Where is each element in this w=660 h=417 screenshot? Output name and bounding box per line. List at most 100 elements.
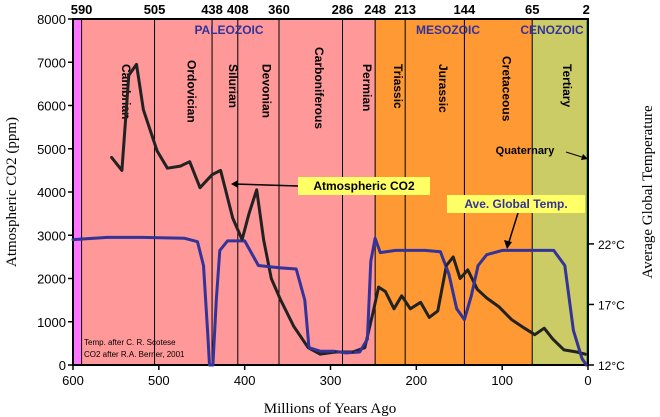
co2-point	[110, 156, 113, 159]
temp-point	[518, 249, 521, 252]
band-precambrian	[73, 19, 82, 365]
co2-point	[247, 212, 251, 215]
co2-label: Atmospheric CO2	[313, 179, 415, 193]
co2-point	[198, 186, 202, 189]
period-label-carboniferous: Carboniferous	[312, 47, 326, 129]
temp-point	[533, 249, 536, 252]
temp-point	[206, 333, 209, 336]
temp-point	[501, 249, 504, 252]
y2-tick-label: 17°C	[598, 298, 625, 312]
x-tick-label: 400	[234, 373, 256, 388]
temp-point	[202, 264, 205, 267]
period-label-silurian: Silurian	[226, 64, 240, 108]
temp-point	[485, 253, 488, 256]
temp-point	[257, 264, 260, 267]
y2-tick-label: 12°C	[598, 359, 625, 373]
co2-point	[523, 327, 526, 330]
co2-point	[436, 309, 439, 313]
x-axis: 600 500 400 300 200 100 0	[62, 365, 592, 388]
temp-point	[183, 237, 186, 240]
co2-point	[409, 307, 412, 310]
temp-label-arrow	[507, 212, 519, 246]
temp-point	[295, 267, 298, 271]
period-label-tertiary: Tertiary	[560, 64, 574, 107]
credit-line-2: CO2 after R.A. Berner, 2001	[84, 350, 185, 359]
co2-point	[262, 238, 265, 241]
period-label-cretaceous: Cretaceous	[499, 56, 513, 122]
temp-point	[366, 337, 369, 341]
temp-point	[319, 350, 322, 353]
temp-point	[552, 249, 555, 252]
y2-axis: 12°C 17°C 22°C	[588, 238, 625, 373]
co2-point	[400, 294, 403, 297]
co2-point	[452, 255, 455, 259]
co2-label-box	[298, 177, 430, 195]
quaternary-arrow	[565, 151, 586, 159]
boundary-age-label: 65	[525, 2, 539, 17]
co2-point	[476, 288, 479, 291]
y2-axis-title: Average Global Temperature	[640, 105, 656, 279]
temp-point	[211, 363, 215, 367]
co2-point	[392, 307, 396, 310]
co2-point	[497, 305, 500, 308]
x-tick-label: 100	[491, 373, 513, 388]
co2-point	[562, 348, 566, 352]
quaternary-label: Quaternary	[496, 145, 556, 157]
co2-label-arrow	[233, 183, 299, 187]
x-tick-label: 200	[405, 373, 427, 388]
y-tick-label: 7000	[37, 55, 66, 70]
co2-point	[210, 173, 214, 176]
temp-point	[455, 307, 458, 310]
temp-point	[470, 294, 473, 297]
co2-point	[255, 188, 258, 191]
credit-line-1: Temp. after C. R. Scotese	[84, 338, 176, 347]
co2-point	[292, 324, 295, 328]
co2-point	[351, 350, 354, 354]
y-tick-label: 4000	[37, 185, 66, 200]
co2-point	[120, 169, 124, 172]
co2-point	[135, 63, 138, 66]
temp-point	[140, 236, 143, 239]
boundary-age-label: 408	[227, 2, 249, 17]
co2-point	[445, 264, 448, 267]
y-tick-label: 0	[59, 358, 66, 373]
era-label-mesozoic: MESOZOIC	[416, 23, 480, 37]
era-label-cenozoic: CENOZOIC	[520, 23, 584, 37]
y-tick-label: 8000	[37, 12, 66, 27]
temp-point	[358, 350, 361, 354]
boundary-age-label: 590	[71, 2, 93, 17]
co2-point	[188, 160, 191, 163]
co2-point	[377, 285, 380, 289]
era-label-paleozoic: PALEOZOIC	[194, 23, 263, 37]
temp-point	[439, 250, 442, 253]
co2-point	[179, 164, 182, 168]
boundary-age-label: 505	[144, 2, 166, 17]
temp-point	[332, 350, 336, 353]
boundary-age-label: 360	[268, 2, 290, 17]
temp-label-box	[447, 195, 585, 213]
co2-point	[543, 327, 546, 330]
x-tick-label: 0	[584, 373, 591, 388]
period-label-jurassic: Jurassic	[436, 64, 450, 113]
period-labels: Cambrian Ordovician Silurian Devonian Carbon…	[119, 47, 574, 129]
co2-point	[419, 301, 422, 304]
y-axis: 0 1000 2000 3000 4000 5000 6000 7000 8000	[37, 12, 73, 373]
co2-point	[363, 346, 366, 349]
series-points	[71, 63, 588, 367]
temp-point	[373, 237, 377, 240]
co2-point	[551, 337, 554, 341]
period-label-ordovician: Ordovician	[184, 60, 198, 123]
era-bands	[73, 19, 588, 365]
co2-point	[142, 108, 145, 112]
x-tick-label: 300	[320, 373, 342, 388]
temp-point	[307, 346, 311, 349]
era-labels: PALEOZOIC MESOZOIC CENOZOIC	[194, 23, 584, 37]
co2-point	[428, 316, 431, 319]
temp-point	[580, 357, 584, 360]
temp-point	[243, 239, 246, 243]
temp-point	[369, 260, 372, 263]
co2-point	[240, 238, 244, 241]
co2-point	[510, 318, 513, 321]
boundary-age-label: 438	[201, 2, 223, 17]
